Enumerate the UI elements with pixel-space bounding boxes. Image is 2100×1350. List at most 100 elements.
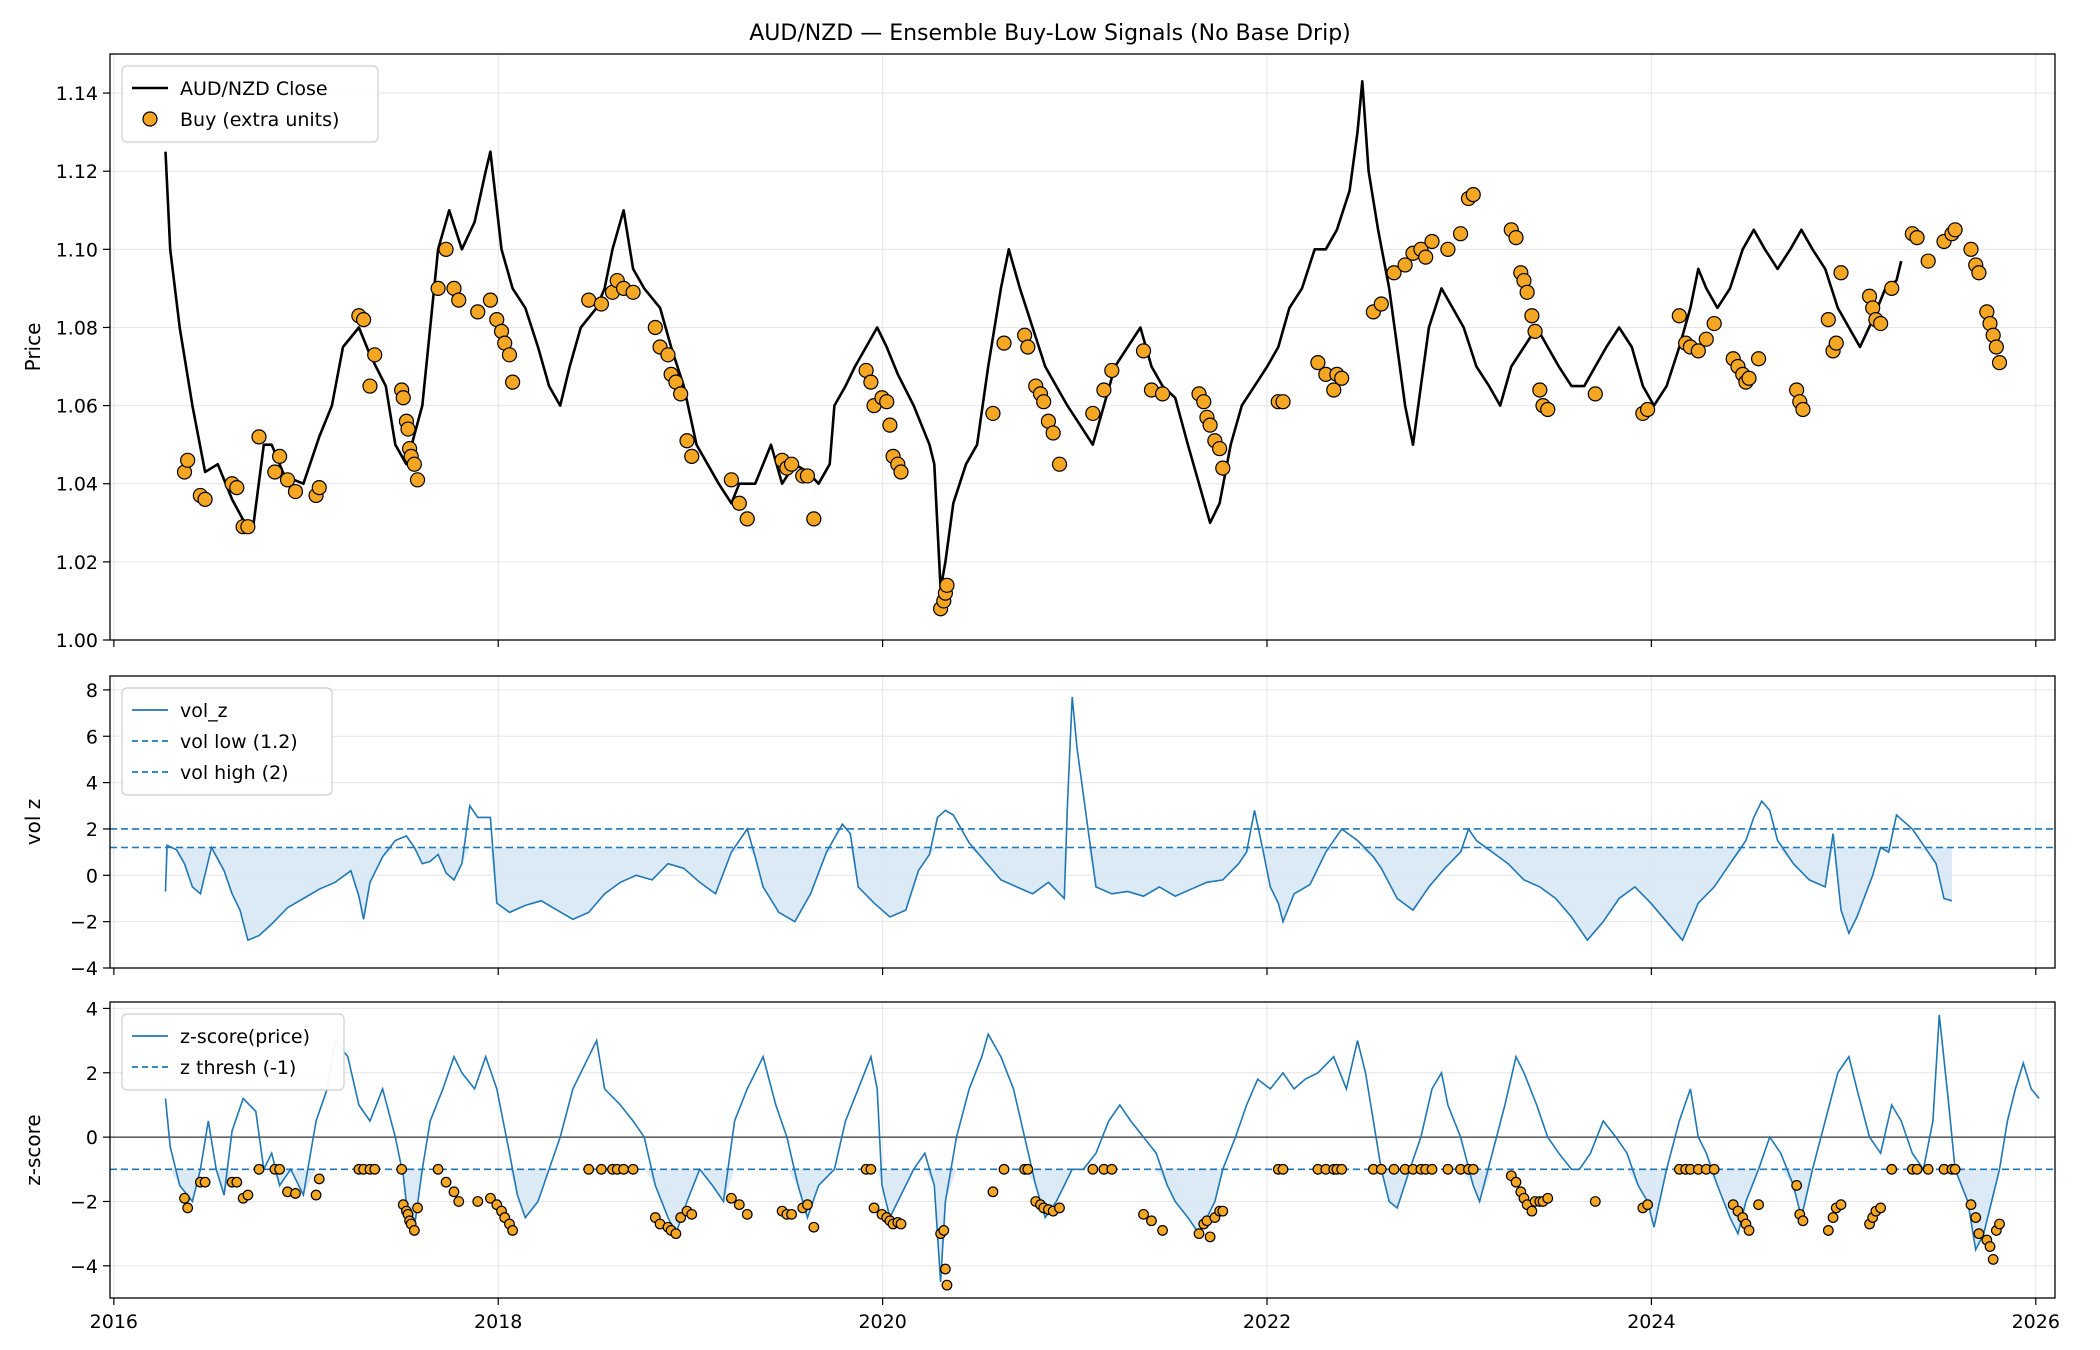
buy-marker <box>1508 230 1524 246</box>
buy-marker <box>1994 1218 2005 1230</box>
buy-marker <box>733 1199 745 1211</box>
buy-marker <box>440 1176 452 1188</box>
buy-marker <box>1791 1179 1803 1191</box>
buy-marker <box>408 1225 420 1236</box>
x-tick-label: 2022 <box>1243 1311 1291 1333</box>
y-tick-label: 2 <box>86 819 98 841</box>
buy-marker <box>1465 187 1481 203</box>
buy-marker <box>1833 265 1849 281</box>
buy-marker <box>1087 1163 1099 1175</box>
buy-marker <box>1988 339 2004 355</box>
buy-marker <box>1138 1208 1149 1220</box>
axes-frame <box>109 1001 2056 1299</box>
legend-label: vol high (2) <box>180 762 289 784</box>
buy-marker <box>290 1188 301 1199</box>
buy-marker <box>1196 394 1212 410</box>
buy-marker <box>362 378 378 394</box>
vol-z-line <box>164 696 1953 942</box>
buy-marker <box>1510 1176 1522 1188</box>
legend-label: z thresh (-1) <box>180 1057 296 1079</box>
buy-marker <box>369 1163 381 1175</box>
buy-marker <box>400 421 416 437</box>
buy-marker <box>882 417 898 433</box>
buy-marker <box>432 1163 444 1175</box>
buy-marker <box>1157 1225 1168 1236</box>
buy-marker <box>1922 1163 1934 1175</box>
buy-marker <box>1020 339 1036 355</box>
buy-marker <box>438 241 454 257</box>
y-tick-label: 1.06 <box>56 396 98 418</box>
buy-marker <box>1947 222 1963 238</box>
y-tick-label: 1.14 <box>56 83 98 105</box>
buy-marker <box>987 1186 999 1198</box>
buy-marker <box>180 452 196 468</box>
buy-marker <box>274 1163 286 1175</box>
buy-marker <box>1146 1215 1157 1227</box>
y-tick-label: −2 <box>70 912 98 934</box>
legend-label: z-score(price) <box>180 1026 310 1048</box>
buy-marker <box>240 519 256 535</box>
buy-marker <box>1708 1163 1720 1175</box>
buy-marker <box>179 1192 190 1204</box>
buy-marker <box>1524 308 1540 324</box>
buy-marker <box>1418 249 1434 265</box>
buy-marker <box>1741 370 1757 386</box>
buy-marker <box>863 374 879 390</box>
buy-marker <box>868 1202 880 1214</box>
buy-marker <box>1440 241 1456 257</box>
axes-frame <box>109 53 2056 641</box>
buy-marker <box>451 292 467 308</box>
buy-marker <box>1193 1228 1205 1240</box>
buy-marker <box>741 1208 753 1220</box>
buy-marker <box>453 1196 465 1207</box>
buy-marker <box>1275 394 1291 410</box>
plot-area <box>110 1014 2055 1291</box>
legend-label: vol low (1.2) <box>180 731 298 753</box>
panel-3: −4 −2 0 2 4 2016 2018 2020 2022 2024 2026 z-score z-… <box>21 998 2060 1333</box>
buy-marker <box>501 347 518 363</box>
y-tick-label: 1.02 <box>56 552 98 574</box>
buy-marker <box>1984 1241 1996 1252</box>
buy-marker <box>1827 1212 1839 1223</box>
buy-marker <box>507 1225 519 1236</box>
buy-marker <box>1795 401 1811 418</box>
buy-marker <box>1587 386 1603 402</box>
buy-marker <box>287 483 304 500</box>
buy-marker <box>412 1202 423 1214</box>
buy-marker <box>367 347 383 363</box>
buy-marker <box>1884 280 1900 296</box>
buy-marker <box>1971 265 1987 281</box>
buy-marker <box>1909 230 1925 246</box>
buy-marker <box>1875 1202 1887 1214</box>
plot-area <box>110 696 2055 942</box>
y-tick-label: 8 <box>86 680 98 702</box>
buy-marker <box>430 280 446 296</box>
legend-label: AUD/NZD Close <box>180 78 328 100</box>
buy-marker <box>470 304 486 320</box>
buy-marker <box>1949 1163 1961 1175</box>
buy-marker <box>723 472 739 488</box>
y-tick-label: 1.12 <box>56 161 98 183</box>
buy-marker <box>1822 1225 1834 1236</box>
buy-marker <box>1135 343 1152 359</box>
buy-marker <box>939 577 955 593</box>
buy-marker <box>618 1163 629 1175</box>
y-tick-label: 1.10 <box>56 239 98 261</box>
buy-marker <box>1104 362 1120 379</box>
buy-marker <box>395 390 411 406</box>
buy-marker <box>673 386 689 402</box>
buy-marker <box>485 1192 496 1204</box>
z-score-line <box>164 1014 2040 1282</box>
buy-marker <box>1054 1202 1065 1214</box>
buy-marker <box>739 511 755 527</box>
buy-marker <box>670 1228 682 1240</box>
buy-marker <box>1698 331 1714 347</box>
legend: z-score(price) z thresh (-1) <box>121 1013 345 1091</box>
buy-marker <box>1828 335 1844 351</box>
legend-box <box>121 65 379 143</box>
y-tick-label: 4 <box>86 773 98 795</box>
buy-marker <box>596 1163 607 1175</box>
buy-marker <box>686 1208 698 1220</box>
buy-marker <box>895 1218 907 1230</box>
